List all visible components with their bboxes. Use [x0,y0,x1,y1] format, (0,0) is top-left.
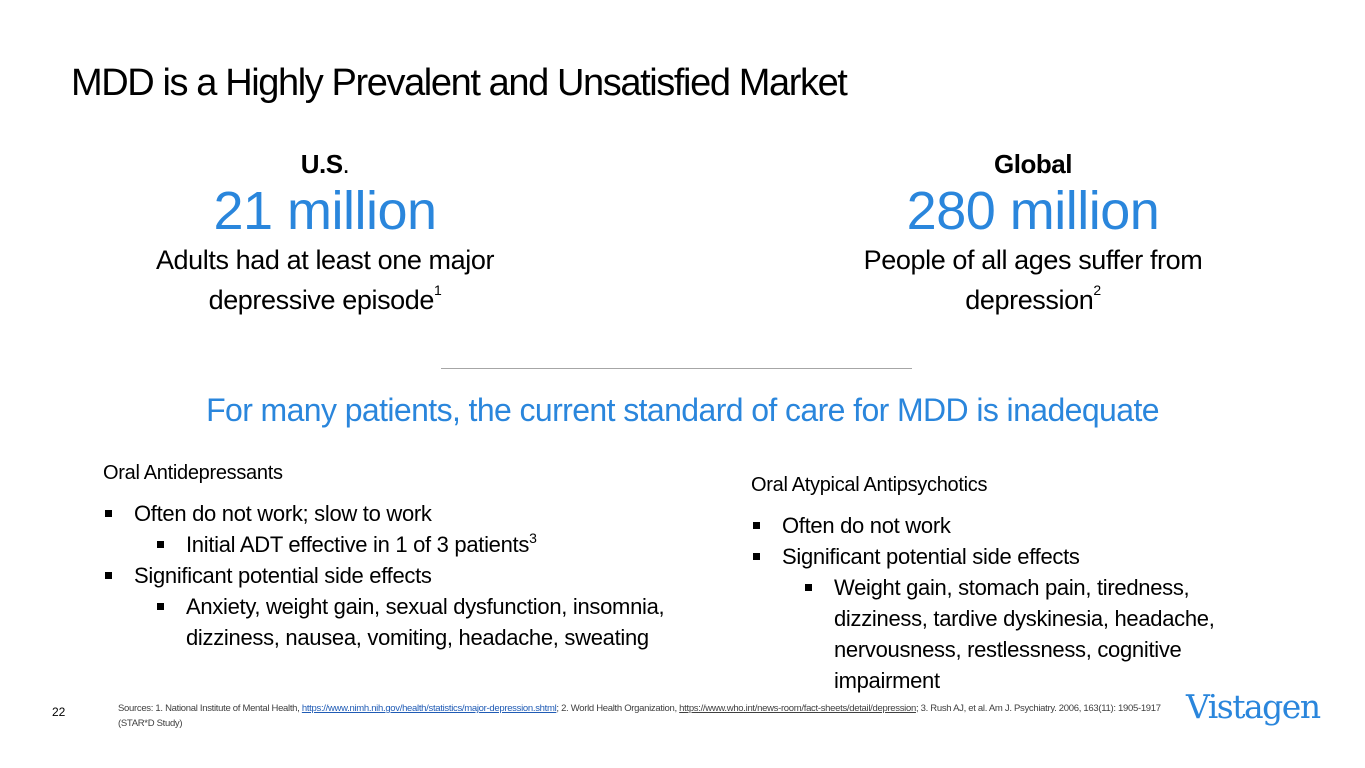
us-region-label: U.S. [95,146,555,182]
global-stat-block: Global 280 million People of all ages su… [800,146,1266,320]
us-region-suffix: . [342,149,350,179]
list-item-text: Often do not work; slow to work [134,501,432,526]
us-stat-description: Adults had at least one major depressive… [95,240,555,320]
us-stat-block: U.S. 21 million Adults had at least one … [95,146,555,320]
list-item: Often do not work [751,510,1271,541]
list-item: Weight gain, stomach pain, tiredness, di… [751,572,1254,696]
square-bullet-icon [753,522,760,529]
list-item-text: Significant potential side effects [134,563,432,588]
global-desc-line2-wrap: depression2 [800,280,1266,320]
list-item-text: Often do not work [782,513,951,538]
list-item-text: Weight gain, stomach pain, tiredness, di… [834,575,1215,693]
global-desc-line1: People of all ages suffer from [863,245,1203,275]
square-bullet-icon [157,603,164,610]
sources-suffix: ; 3. Rush AJ, et al. Am J. Psychiatry. 2… [118,703,1161,729]
oral-antidepressants-heading: Oral Antidepressants [103,462,283,484]
list-item-text: Initial ADT effective in 1 of 3 patients [186,532,530,557]
square-bullet-icon [157,541,164,548]
sources-prefix: Sources: 1. National Institute of Mental… [118,703,302,714]
oral-atypical-antipsychotics-block: Oral Atypical Antipsychotics Often do no… [751,472,1271,696]
nimh-link[interactable]: https://www.nimh.nih.gov/health/statisti… [301,703,557,714]
square-bullet-icon [105,510,112,517]
oral-atypical-antipsychotics-heading: Oral Atypical Antipsychotics [751,474,988,496]
section-divider [441,368,912,369]
slide-title: MDD is a Highly Prevalent and Unsatisfie… [71,62,848,104]
footnote-ref: 3 [529,530,537,546]
square-bullet-icon [753,553,760,560]
square-bullet-icon [105,572,112,579]
us-stat-value: 21 million [213,181,437,241]
vistagen-logo: Vistagen [1186,687,1321,726]
us-footnote-ref: 1 [434,282,442,298]
sources-footnote: Sources: 1. National Institute of Mental… [118,701,1168,731]
global-footnote-ref: 2 [1093,282,1101,298]
us-desc-line2: depressive episode [208,285,435,315]
who-link[interactable]: https://www.who.int/news-room/fact-sheet… [679,703,916,714]
us-region-text: U.S [300,149,343,179]
us-desc-line1: Adults had at least one major [155,245,495,275]
square-bullet-icon [805,584,812,591]
sources-mid: ; 2. World Health Organization, [556,703,680,714]
list-item: Significant potential side effects [751,541,1271,572]
page-number: 22 [52,705,66,719]
us-desc-line2-wrap: depressive episode1 [95,280,555,320]
list-item-text: Anxiety, weight gain, sexual dysfunction… [186,594,665,650]
oral-antidepressants-block: Oral Antidepressants Often do not work; … [103,460,743,653]
global-region-label: Global [994,149,1072,179]
list-item-text: Significant potential side effects [782,544,1080,569]
subhead: For many patients, the current standard … [206,392,1159,428]
global-stat-description: People of all ages suffer from depressio… [800,240,1266,320]
list-item: Initial ADT effective in 1 of 3 patients… [103,529,743,560]
list-item: Anxiety, weight gain, sexual dysfunction… [103,591,716,653]
list-item: Significant potential side effects [103,560,743,591]
global-desc-line2: depression [965,285,1094,315]
list-item: Often do not work; slow to work [103,498,743,529]
global-stat-value: 280 million [906,181,1160,241]
